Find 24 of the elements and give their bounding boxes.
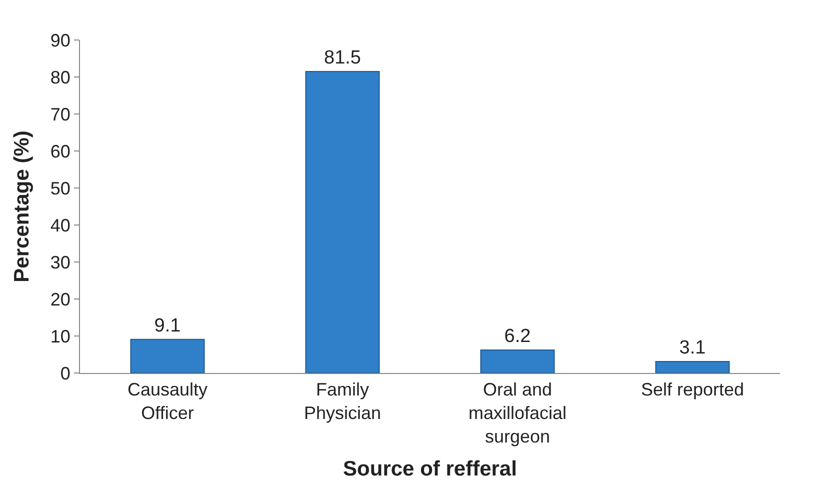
y-tick-label: 80 — [50, 67, 70, 88]
y-tick-label: 0 — [60, 363, 70, 384]
y-tick-label: 90 — [50, 30, 70, 50]
x-tick-label: Oral and maxillofacial surgeon — [468, 380, 567, 446]
y-axis-title: Percentage (%) — [10, 130, 34, 282]
y-tick-label: 30 — [50, 252, 70, 272]
x-tick-label: Family Physician — [304, 380, 382, 423]
x-tick-label: Causaulty Officer — [127, 380, 208, 423]
data-label: 3.1 — [679, 338, 706, 359]
y-tick-label: 40 — [50, 215, 70, 236]
y-tick-label: 60 — [50, 141, 70, 162]
y-tick-label: 20 — [50, 289, 70, 310]
data-label: 6.2 — [504, 326, 531, 348]
x-axis-title: Source of refferal — [343, 458, 517, 481]
y-tick-label: 50 — [50, 178, 70, 198]
bar — [655, 361, 730, 373]
data-label: 81.5 — [324, 47, 361, 68]
data-label: 9.1 — [154, 315, 181, 336]
x-tick-label: Self reported — [640, 380, 744, 400]
bar — [305, 70, 380, 373]
y-tick-label: 70 — [50, 104, 70, 124]
bar — [480, 350, 555, 373]
y-tick-label: 10 — [50, 326, 70, 346]
bar — [130, 338, 205, 373]
